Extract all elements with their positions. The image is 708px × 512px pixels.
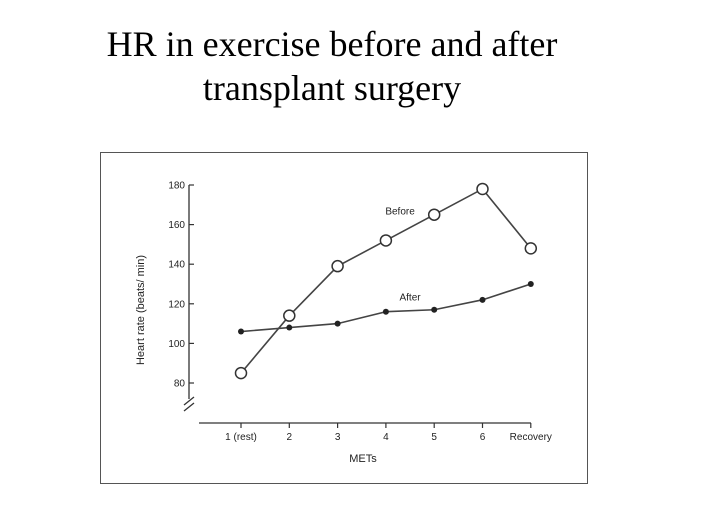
x-tick-label: 1 (rest) — [225, 432, 257, 443]
x-tick-label: Recovery — [510, 432, 552, 443]
x-tick-label: 5 — [431, 432, 437, 443]
x-tick-label: 4 — [383, 432, 389, 443]
x-axis-label: METs — [349, 453, 377, 465]
y-tick-label: 120 — [168, 299, 185, 310]
chart-axes: 80 100 120 140 160 180 1 (rest) 2 3 4 5 6 Recovery — [168, 181, 552, 444]
data-point-before — [476, 182, 489, 196]
y-axis-label: Heart rate (beats/ min) — [135, 255, 147, 365]
data-point-after — [527, 281, 534, 287]
data-point-after — [238, 328, 244, 335]
slide-title-line-1: HR in exercise before and after — [106, 24, 558, 64]
data-point-before — [331, 259, 344, 273]
series-label-before: Before — [385, 206, 415, 217]
data-point-after — [431, 306, 438, 313]
y-tick-label: 180 — [168, 181, 185, 192]
data-point-before — [524, 242, 538, 255]
chart-series: Before After — [234, 182, 538, 380]
x-tick-label: 3 — [335, 432, 341, 443]
data-point-after — [382, 308, 389, 315]
y-tick-label: 100 — [168, 339, 185, 350]
data-point-before — [234, 366, 248, 380]
x-tick-label: 6 — [480, 432, 486, 443]
data-point-before — [427, 208, 441, 221]
line-chart: 80 100 120 140 160 180 1 (rest) 2 3 4 5 6 Recovery B… — [135, 181, 552, 466]
series-label-after: After — [399, 293, 421, 304]
data-point-before — [283, 309, 296, 322]
data-point-after — [334, 320, 341, 327]
data-point-after — [286, 324, 293, 331]
y-tick-label: 140 — [168, 260, 185, 271]
x-tick-label: 2 — [287, 432, 293, 443]
slide-title: HR in exercise before and after transpla… — [0, 22, 664, 110]
axis-break-mark — [183, 396, 195, 406]
series-line-after — [240, 283, 532, 333]
y-tick-label: 160 — [168, 220, 185, 231]
y-tick-label: 80 — [174, 379, 186, 390]
axis-break-mark — [183, 402, 195, 412]
data-point-after — [479, 296, 486, 303]
chart-frame: 80 100 120 140 160 180 1 (rest) 2 3 4 5 6 Recovery B… — [100, 152, 588, 484]
slide-title-line-2: transplant surgery — [202, 68, 462, 108]
data-point-before — [379, 234, 393, 247]
